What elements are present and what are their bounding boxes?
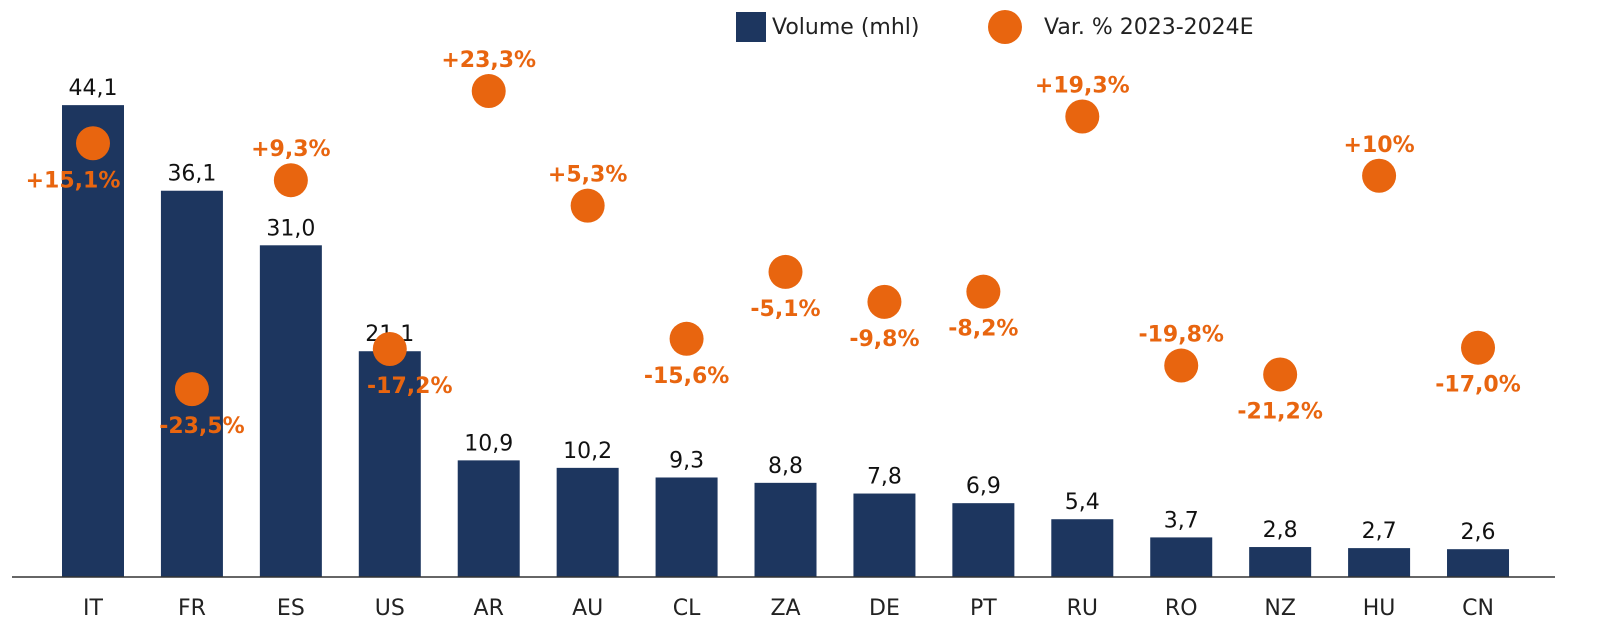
legend-swatch: [988, 10, 1022, 44]
legend-label: Var. % 2023-2024E: [1044, 15, 1254, 40]
bar: [853, 493, 916, 577]
dot-value-label: -15,6%: [644, 364, 729, 389]
dot-value-label: -17,2%: [367, 374, 452, 399]
x-tick-label: ES: [277, 596, 305, 621]
bar: [259, 245, 322, 578]
bar-value-label: 6,9: [966, 474, 1001, 499]
x-tick-label: US: [375, 596, 405, 621]
bar-value-label: 44,1: [69, 76, 118, 101]
legend-swatch: [736, 12, 766, 42]
x-tick-label: RO: [1165, 596, 1198, 621]
x-tick-label: DE: [869, 596, 900, 621]
dot: [174, 372, 209, 407]
dot-value-label: -23,5%: [159, 414, 244, 439]
x-tick-label: NZ: [1264, 596, 1296, 621]
bar: [62, 105, 124, 577]
legend-label: Volume (mhl): [772, 15, 919, 40]
dot: [768, 254, 803, 289]
dot: [1164, 348, 1199, 383]
bar: [556, 467, 619, 577]
dot-value-label: -5,1%: [750, 297, 820, 322]
bar: [754, 482, 817, 577]
dot-value-label: -21,2%: [1237, 399, 1322, 424]
bar-value-label: 2,6: [1461, 520, 1496, 545]
dot-value-label: +9,3%: [251, 137, 330, 162]
bar: [1051, 519, 1114, 577]
bar: [1348, 548, 1411, 577]
dot: [1263, 357, 1298, 392]
x-tick-label: AU: [572, 596, 603, 621]
dot-value-label: +23,3%: [441, 48, 536, 73]
bar: [1150, 537, 1213, 577]
bar-value-label: 7,8: [867, 465, 902, 490]
x-tick-label: RU: [1067, 596, 1098, 621]
dot: [570, 188, 605, 223]
dot: [867, 284, 902, 319]
bar-value-label: 2,7: [1362, 519, 1397, 544]
bar: [655, 477, 718, 577]
bar-value-label: 5,4: [1065, 490, 1100, 515]
x-tick-label: ZA: [770, 596, 800, 621]
x-tick-label: IT: [83, 596, 103, 621]
bar-value-label: 10,2: [563, 439, 612, 464]
dot: [471, 74, 506, 109]
dot-value-label: +19,3%: [1035, 74, 1130, 99]
bar-value-label: 31,0: [266, 216, 315, 241]
x-tick-label: PT: [970, 596, 997, 621]
dot: [1461, 330, 1496, 365]
dot-value-label: -19,8%: [1138, 323, 1223, 348]
dot: [273, 163, 308, 198]
x-tick-label: AR: [474, 596, 504, 621]
dot-value-label: +15,1%: [26, 168, 121, 193]
x-tick-label: CL: [673, 596, 701, 621]
dot: [966, 274, 1001, 309]
dot-value-label: -17,0%: [1435, 373, 1520, 398]
bar-value-label: 36,1: [167, 162, 216, 187]
dot-value-label: -8,2%: [948, 317, 1018, 342]
x-tick-label: CN: [1462, 596, 1494, 621]
bar: [1249, 547, 1312, 577]
bar: [1447, 549, 1510, 577]
bar-value-label: 3,7: [1164, 508, 1199, 533]
bar-value-label: 2,8: [1263, 518, 1298, 543]
bar: [457, 460, 520, 577]
dot: [1065, 99, 1100, 134]
dot: [1362, 158, 1397, 193]
x-tick-label: FR: [178, 596, 206, 621]
dot: [76, 126, 110, 161]
dot: [372, 331, 407, 366]
dot: [669, 321, 704, 356]
bar-value-label: 8,8: [768, 454, 803, 479]
bar-value-label: 9,3: [669, 448, 704, 473]
bar: [358, 351, 421, 577]
bar-value-label: 10,9: [464, 431, 513, 456]
x-tick-label: HU: [1363, 596, 1396, 621]
dot-value-label: +10%: [1344, 133, 1415, 158]
dot-value-label: -9,8%: [849, 327, 919, 352]
dot-value-label: +5,3%: [548, 163, 627, 188]
bar: [952, 503, 1015, 577]
